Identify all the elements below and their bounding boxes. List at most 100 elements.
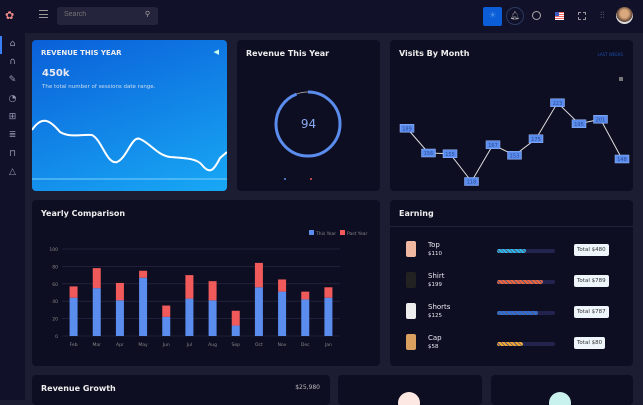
yearly-title: Yearly Comparison bbox=[41, 209, 126, 218]
filter-dropdown[interactable]: LAST WEEKS bbox=[597, 52, 623, 57]
x-tick-label: Feb bbox=[70, 342, 78, 348]
revenue-wave bbox=[32, 119, 227, 180]
sidebar-lock-icon[interactable]: ⊓ bbox=[8, 149, 17, 159]
fullscreen-icon[interactable] bbox=[578, 12, 586, 20]
bar-this-year bbox=[92, 288, 101, 336]
sidebar-apps-icon[interactable]: ⊞ bbox=[8, 112, 17, 122]
bar-this-year bbox=[139, 277, 148, 336]
product-price: $58 bbox=[428, 344, 439, 350]
total-badge: Total $80 bbox=[574, 337, 606, 349]
bar-this-year bbox=[185, 298, 194, 336]
sidebar-database-icon[interactable]: ≣ bbox=[8, 130, 17, 140]
bar-past-year bbox=[278, 279, 287, 292]
product-image bbox=[406, 334, 416, 350]
x-tick-label: Sep bbox=[232, 342, 241, 348]
product-name: Shorts bbox=[428, 303, 451, 311]
bar-past-year bbox=[92, 268, 101, 289]
product-price: $125 bbox=[428, 313, 442, 319]
x-tick-label: Mar bbox=[93, 342, 102, 348]
legend-label: This Year bbox=[315, 231, 336, 237]
revenue-description: The total number of sessions date range. bbox=[42, 84, 156, 90]
bar-past-year bbox=[208, 281, 217, 301]
stat-card-2 bbox=[491, 375, 633, 405]
total-badge: Total $480 bbox=[574, 244, 609, 256]
product-price: $110 bbox=[428, 251, 442, 257]
donut-arc bbox=[274, 90, 342, 158]
top-bar: ✿ ⚲ ☀ 🔔︎ ⫶⫶ bbox=[0, 0, 643, 33]
x-tick-label: Jun bbox=[162, 342, 170, 348]
progress-track bbox=[497, 342, 555, 346]
sidebar-chart-icon[interactable]: ◔ bbox=[8, 94, 17, 104]
sidebar-edit-icon[interactable]: ✎ bbox=[8, 75, 17, 85]
product-image bbox=[406, 272, 416, 288]
visits-label: 153 bbox=[510, 153, 520, 159]
bar-this-year bbox=[231, 325, 240, 336]
visits-label: 167 bbox=[488, 143, 498, 149]
menu-icon[interactable] bbox=[39, 10, 48, 18]
donut-value: 94 bbox=[300, 117, 317, 131]
earning-card: Earning Top $110 Total $480 Shirt $199 T… bbox=[390, 200, 633, 366]
visits-point bbox=[421, 148, 436, 158]
bar-past-year bbox=[115, 282, 124, 301]
visits-label: 223 bbox=[553, 101, 563, 107]
bar-past-year bbox=[301, 291, 310, 300]
bar-past-year bbox=[69, 286, 78, 298]
progress-fill bbox=[497, 249, 526, 253]
legend-swatch bbox=[309, 230, 314, 235]
bar-past-year bbox=[185, 275, 194, 299]
y-tick-label: 60 bbox=[52, 282, 58, 288]
visits-label: 156 bbox=[424, 151, 434, 157]
progress-fill bbox=[497, 342, 524, 346]
search-box[interactable]: ⚲ bbox=[57, 7, 158, 25]
progress-fill bbox=[497, 280, 544, 284]
product-image bbox=[406, 303, 416, 319]
bar-past-year bbox=[162, 305, 171, 317]
bar-this-year bbox=[208, 300, 217, 336]
sidebar-headphones-icon[interactable]: ∩ bbox=[9, 57, 16, 67]
bell-icon[interactable]: 🔔︎ bbox=[506, 7, 524, 25]
search-icon[interactable]: ⚲ bbox=[144, 10, 150, 18]
visits-point bbox=[485, 140, 501, 149]
progress-track bbox=[497, 280, 555, 284]
visits-point bbox=[528, 134, 544, 143]
chat-icon[interactable] bbox=[532, 11, 541, 20]
theme-toggle-button[interactable]: ☀ bbox=[483, 7, 502, 26]
visits-label: 201 bbox=[596, 117, 606, 123]
bar-past-year bbox=[139, 270, 148, 278]
product-name: Top bbox=[428, 241, 440, 249]
settings-sliders-icon[interactable]: ⫶⫶ bbox=[600, 11, 605, 21]
total-badge: Total $787 bbox=[574, 306, 609, 318]
progress-track bbox=[497, 311, 555, 315]
legend-swatch bbox=[340, 230, 345, 235]
bar-this-year bbox=[301, 299, 310, 336]
chart-menu-icon[interactable] bbox=[619, 77, 623, 81]
sidebar-home-icon[interactable]: ⌂ bbox=[9, 39, 16, 49]
visits-point bbox=[593, 115, 608, 124]
sidebar-warning-icon[interactable]: △ bbox=[9, 167, 16, 177]
revenue-growth-title: Revenue Growth bbox=[41, 384, 116, 393]
visits-line-chart: 189 156 155 118 167 153 175 223 195 201 148 bbox=[399, 98, 630, 186]
bar-this-year bbox=[69, 297, 78, 336]
bar-this-year bbox=[254, 287, 263, 336]
revenue-card: REVENUE THIS YEAR ◀ 450k The total numbe… bbox=[32, 40, 227, 191]
megaphone-icon[interactable]: ◀ bbox=[213, 48, 219, 56]
donut-card: Revenue This Year 94 bbox=[237, 40, 380, 191]
bar-past-year bbox=[324, 287, 333, 298]
y-tick-label: 40 bbox=[52, 299, 58, 305]
bar-past-year bbox=[231, 310, 240, 326]
visits-label: 175 bbox=[531, 137, 541, 143]
visits-label: 148 bbox=[617, 157, 627, 163]
y-tick-label: 100 bbox=[49, 247, 58, 253]
flag-icon[interactable] bbox=[555, 12, 564, 20]
x-tick-label: Nov bbox=[278, 342, 287, 348]
logo-icon: ✿ bbox=[5, 9, 15, 22]
avatar[interactable] bbox=[616, 7, 633, 24]
bar-past-year bbox=[254, 262, 263, 288]
visits-point bbox=[464, 177, 479, 186]
search-input[interactable] bbox=[64, 11, 139, 18]
x-tick-label: Apr bbox=[116, 342, 124, 348]
bar-this-year bbox=[278, 291, 287, 336]
legend-dot-red bbox=[310, 178, 312, 180]
donut-chart bbox=[274, 90, 342, 180]
visits-point bbox=[507, 151, 522, 160]
